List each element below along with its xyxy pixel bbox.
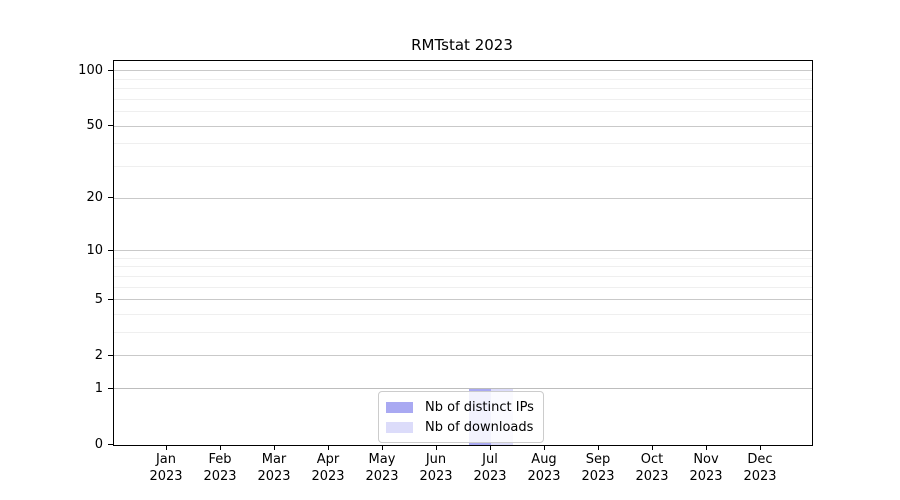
gridline-minor [114,257,812,259]
x-tick-label-line: Jun [425,452,447,467]
y-tick-label: 0 [94,437,103,452]
gridline-minor [114,314,812,315]
x-tick-label: Nov 2023 [674,451,738,485]
y-tick-mark [108,354,113,356]
x-tick-label-line: 2023 [203,469,237,484]
gridline-major [114,355,812,357]
y-tick-label: 10 [86,242,103,258]
x-tick-label-line: 2023 [743,469,777,484]
x-tick-mark [220,445,221,450]
x-tick-label: May 2023 [350,451,414,485]
y-tick-mark [108,444,113,445]
x-tick-label: Jan 2023 [134,451,198,485]
legend: Nb of distinct IPs Nb of downloads [378,391,544,443]
x-tick-mark [166,445,167,450]
x-tick-label-line: 2023 [473,469,507,484]
plot-area: Nb of distinct IPs Nb of downloads [113,60,813,446]
x-tick-label-line: Aug [531,452,557,467]
x-tick-mark [544,445,545,450]
x-tick-label: Feb 2023 [188,451,252,485]
y-tick-mark [108,387,113,389]
y-tick-label: 100 [78,62,103,78]
y-tick-label: 2 [94,347,103,363]
gridline-major [114,250,812,252]
legend-swatch-downloads-icon [386,421,413,433]
x-tick-label-line: Sep [585,452,611,467]
x-tick-label-line: 2023 [689,469,723,484]
y-tick-label: 1 [94,380,103,396]
gridline-major [114,125,812,127]
legend-label-distinct-ips: Nb of distinct IPs [425,399,534,415]
x-tick-label-line: 2023 [149,469,183,484]
x-tick-label: Apr 2023 [296,451,360,485]
x-tick-label-line: 2023 [311,469,345,484]
x-tick-mark [382,445,383,450]
x-tick-label: Aug 2023 [512,451,576,485]
legend-label-downloads: Nb of downloads [425,419,534,435]
x-tick-label: Jul 2023 [458,451,522,485]
gridline-minor [114,166,812,168]
x-tick-label-line: Jan [155,452,177,467]
gridline-minor [114,332,812,334]
x-tick-mark [490,445,491,450]
x-tick-label: Sep 2023 [566,451,630,485]
x-tick-label-line: Jul [482,452,498,467]
x-tick-label: Oct 2023 [620,451,684,485]
y-tick-mark [108,298,113,300]
x-tick-label-line: 2023 [257,469,291,484]
x-tick-label-line: Oct [640,452,664,467]
gridline-minor [114,78,812,80]
gridline-minor [114,98,812,100]
y-tick-mark [108,197,113,199]
y-tick-label: 50 [86,118,103,134]
x-tick-mark [706,445,707,450]
gridline-minor [114,111,812,113]
x-tick-mark [652,445,653,450]
gridline-major [114,197,812,199]
x-tick-label: Jun 2023 [404,451,468,485]
gridline-major [114,388,812,390]
gridline-minor [114,266,812,268]
x-tick-mark [598,445,599,450]
gridline-minor [114,275,812,277]
gridline-minor [114,88,812,90]
legend-swatch-distinct-ips-icon [386,401,413,413]
x-tick-label-line: Mar [261,452,287,467]
y-tick-label: 5 [94,291,103,307]
x-tick-label: Mar 2023 [242,451,306,485]
x-tick-label-line: Dec [747,452,773,467]
x-tick-label-line: Feb [208,452,232,467]
x-tick-mark [436,445,437,450]
x-tick-label-line: Nov [693,452,719,467]
gridline-minor [114,143,812,145]
chart-title: RMTstat 2023 [411,36,513,54]
legend-item-distinct-ips: Nb of distinct IPs [386,397,534,417]
x-tick-label: Dec 2023 [728,451,792,485]
x-tick-label-line: 2023 [635,469,669,484]
x-tick-label-line: Apr [316,452,340,467]
gridline-major [114,299,812,301]
x-tick-label-line: 2023 [419,469,453,484]
y-tick-mark [108,249,113,251]
y-tick-label: 20 [86,190,103,206]
gridline-minor [114,286,812,288]
x-tick-mark [760,445,761,450]
x-tick-mark [328,445,329,450]
y-tick-mark [108,125,113,127]
legend-item-downloads: Nb of downloads [386,417,534,437]
x-tick-label-line: 2023 [365,469,399,484]
x-tick-mark [274,445,275,450]
gridline-major [114,70,812,72]
x-tick-label-line: 2023 [527,469,561,484]
y-tick-mark [108,69,113,71]
x-tick-label-line: 2023 [581,469,615,484]
x-tick-label-line: May [368,452,396,467]
